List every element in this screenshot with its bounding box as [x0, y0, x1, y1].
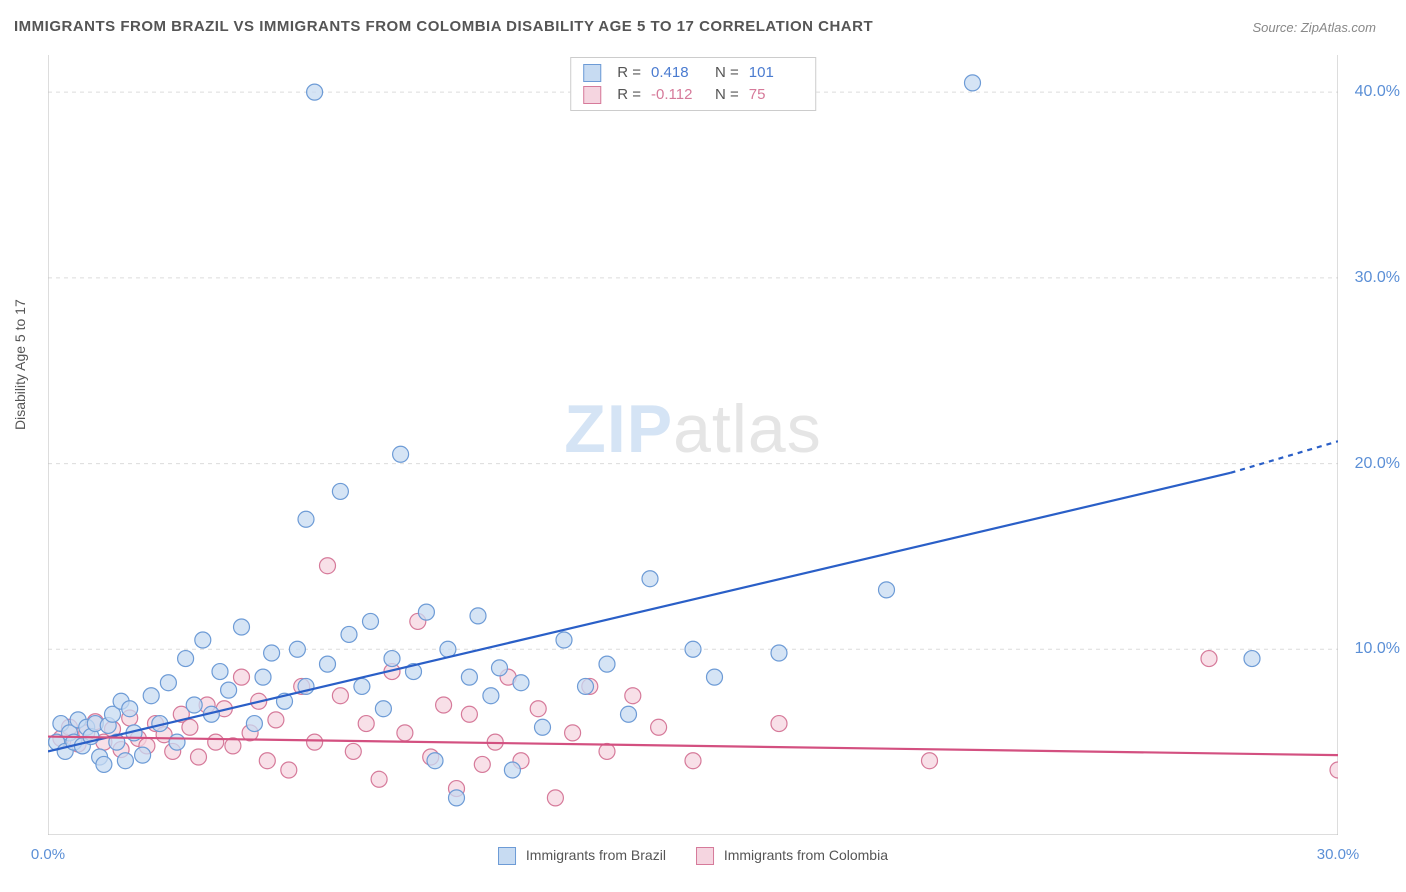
y-tick-label: 30.0%	[1355, 269, 1400, 287]
colombia-n-value: 75	[749, 84, 803, 106]
colombia-legend-swatch-icon	[696, 847, 714, 865]
source-value: ZipAtlas.com	[1301, 20, 1376, 35]
n-label: N =	[715, 62, 739, 84]
n-label-2: N =	[715, 84, 739, 106]
correlation-legend: R = 0.418 N = 101 R = -0.112 N = 75	[570, 57, 816, 111]
y-tick-label: 40.0%	[1355, 83, 1400, 101]
y-tick-label: 20.0%	[1355, 455, 1400, 473]
colombia-swatch-icon	[583, 86, 601, 104]
colombia-legend-label: Immigrants from Colombia	[724, 847, 888, 863]
brazil-swatch-icon	[583, 64, 601, 82]
plot-svg	[48, 55, 1338, 835]
correlation-row-brazil: R = 0.418 N = 101	[583, 62, 803, 84]
legend-item-colombia: Immigrants from Colombia	[696, 847, 888, 865]
source-attribution: Source: ZipAtlas.com	[1252, 20, 1376, 35]
legend-item-brazil: Immigrants from Brazil	[498, 847, 666, 865]
r-label-2: R =	[617, 84, 641, 106]
brazil-legend-label: Immigrants from Brazil	[526, 847, 666, 863]
chart-title: IMMIGRANTS FROM BRAZIL VS IMMIGRANTS FRO…	[14, 18, 873, 35]
brazil-r-value: 0.418	[651, 62, 705, 84]
x-axis-max-label: 30.0%	[1317, 846, 1360, 863]
y-tick-label: 10.0%	[1355, 640, 1400, 658]
chart-area: ZIPatlas 10.0%20.0%30.0%40.0% 0.0% 30.0%…	[48, 55, 1338, 835]
r-label: R =	[617, 62, 641, 84]
brazil-n-value: 101	[749, 62, 803, 84]
x-axis-min-label: 0.0%	[31, 846, 65, 863]
colombia-r-value: -0.112	[651, 84, 705, 106]
y-axis-label: Disability Age 5 to 17	[12, 299, 28, 430]
series-legend: Immigrants from Brazil Immigrants from C…	[498, 847, 888, 865]
correlation-row-colombia: R = -0.112 N = 75	[583, 84, 803, 106]
brazil-legend-swatch-icon	[498, 847, 516, 865]
source-label: Source:	[1252, 20, 1300, 35]
